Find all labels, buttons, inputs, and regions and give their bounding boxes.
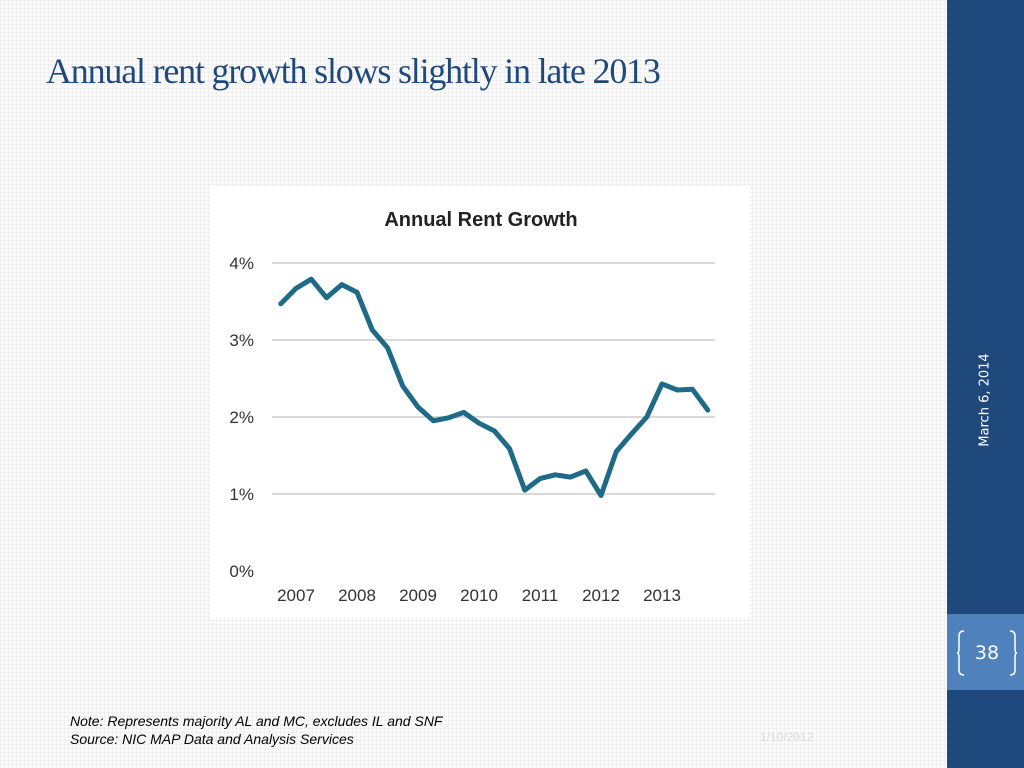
source-text: Source: NIC MAP Data and Analysis Servic… [70, 731, 354, 747]
chart-title: Annual Rent Growth [384, 209, 577, 231]
x-axis-tick-labels: 2007 2008 2009 2010 2011 2012 2013 [277, 586, 681, 605]
x-tick-label: 2013 [643, 586, 681, 605]
annual-rent-growth-chart: Annual Rent Growth 0%1%2%3%4% 2007 2008 20… [229, 209, 715, 605]
page-number-box [947, 614, 1024, 690]
x-tick-label: 2012 [582, 586, 620, 605]
slide-title: Annual rent growth slows slightly in lat… [46, 51, 661, 91]
y-tick-label: 3% [229, 331, 254, 350]
y-tick-label: 1% [229, 485, 254, 504]
footer-date: 1/10/2012 [760, 730, 814, 744]
y-tick-label: 0% [229, 562, 254, 581]
sidebar-date: March 6, 2014 [977, 353, 993, 447]
x-tick-label: 2007 [277, 586, 315, 605]
x-tick-label: 2009 [399, 586, 437, 605]
chart-panel: Annual Rent Growth 0% 1% 2% 3% 4% 2007 2008 20… [210, 186, 750, 618]
right-brace-icon [1009, 630, 1017, 676]
note-text: Note: Represents majority AL and MC, exc… [70, 713, 443, 729]
left-brace-icon [957, 630, 965, 676]
grid-lines [272, 262, 715, 495]
y-tick-label: 4% [229, 254, 254, 273]
series-layer [278, 276, 711, 498]
notes-block: Note: Represents majority AL and MC, exc… [70, 712, 442, 748]
x-tick-label: 2010 [460, 586, 498, 605]
x-tick-label: 2008 [338, 586, 376, 605]
series-line [278, 276, 711, 498]
y-axis-tick-labels: 0% 1% 2% 3% 4% [229, 254, 254, 581]
x-tick-label: 2011 [522, 586, 559, 605]
page-number: 38 [974, 642, 1000, 664]
y-tick-label: 2% [229, 408, 254, 427]
